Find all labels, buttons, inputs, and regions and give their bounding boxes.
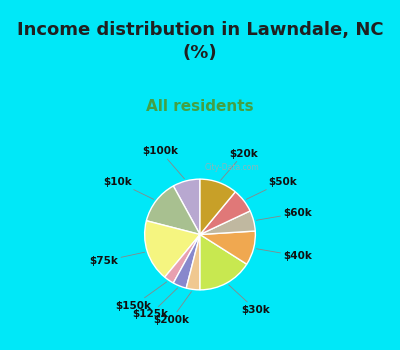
Wedge shape <box>200 231 255 264</box>
Wedge shape <box>173 179 200 235</box>
Text: City-Data.com: City-Data.com <box>205 163 260 172</box>
Wedge shape <box>200 211 255 234</box>
Wedge shape <box>186 234 200 290</box>
Text: All residents: All residents <box>146 99 254 114</box>
Wedge shape <box>165 234 200 283</box>
Text: $200k: $200k <box>153 292 192 325</box>
Wedge shape <box>146 186 200 235</box>
Wedge shape <box>200 192 250 234</box>
Wedge shape <box>200 234 247 290</box>
Text: $10k: $10k <box>103 177 154 199</box>
Text: $150k: $150k <box>116 282 167 310</box>
Text: $75k: $75k <box>90 252 145 266</box>
Wedge shape <box>173 234 200 288</box>
Text: $60k: $60k <box>256 208 312 220</box>
Text: $50k: $50k <box>246 177 297 199</box>
Wedge shape <box>200 179 235 235</box>
Text: Income distribution in Lawndale, NC
(%): Income distribution in Lawndale, NC (%) <box>17 21 383 62</box>
Wedge shape <box>145 221 200 277</box>
Text: $40k: $40k <box>256 249 312 261</box>
Text: $100k: $100k <box>143 146 184 179</box>
Text: $125k: $125k <box>132 288 178 320</box>
Text: $20k: $20k <box>220 149 258 180</box>
Text: $30k: $30k <box>229 285 270 315</box>
